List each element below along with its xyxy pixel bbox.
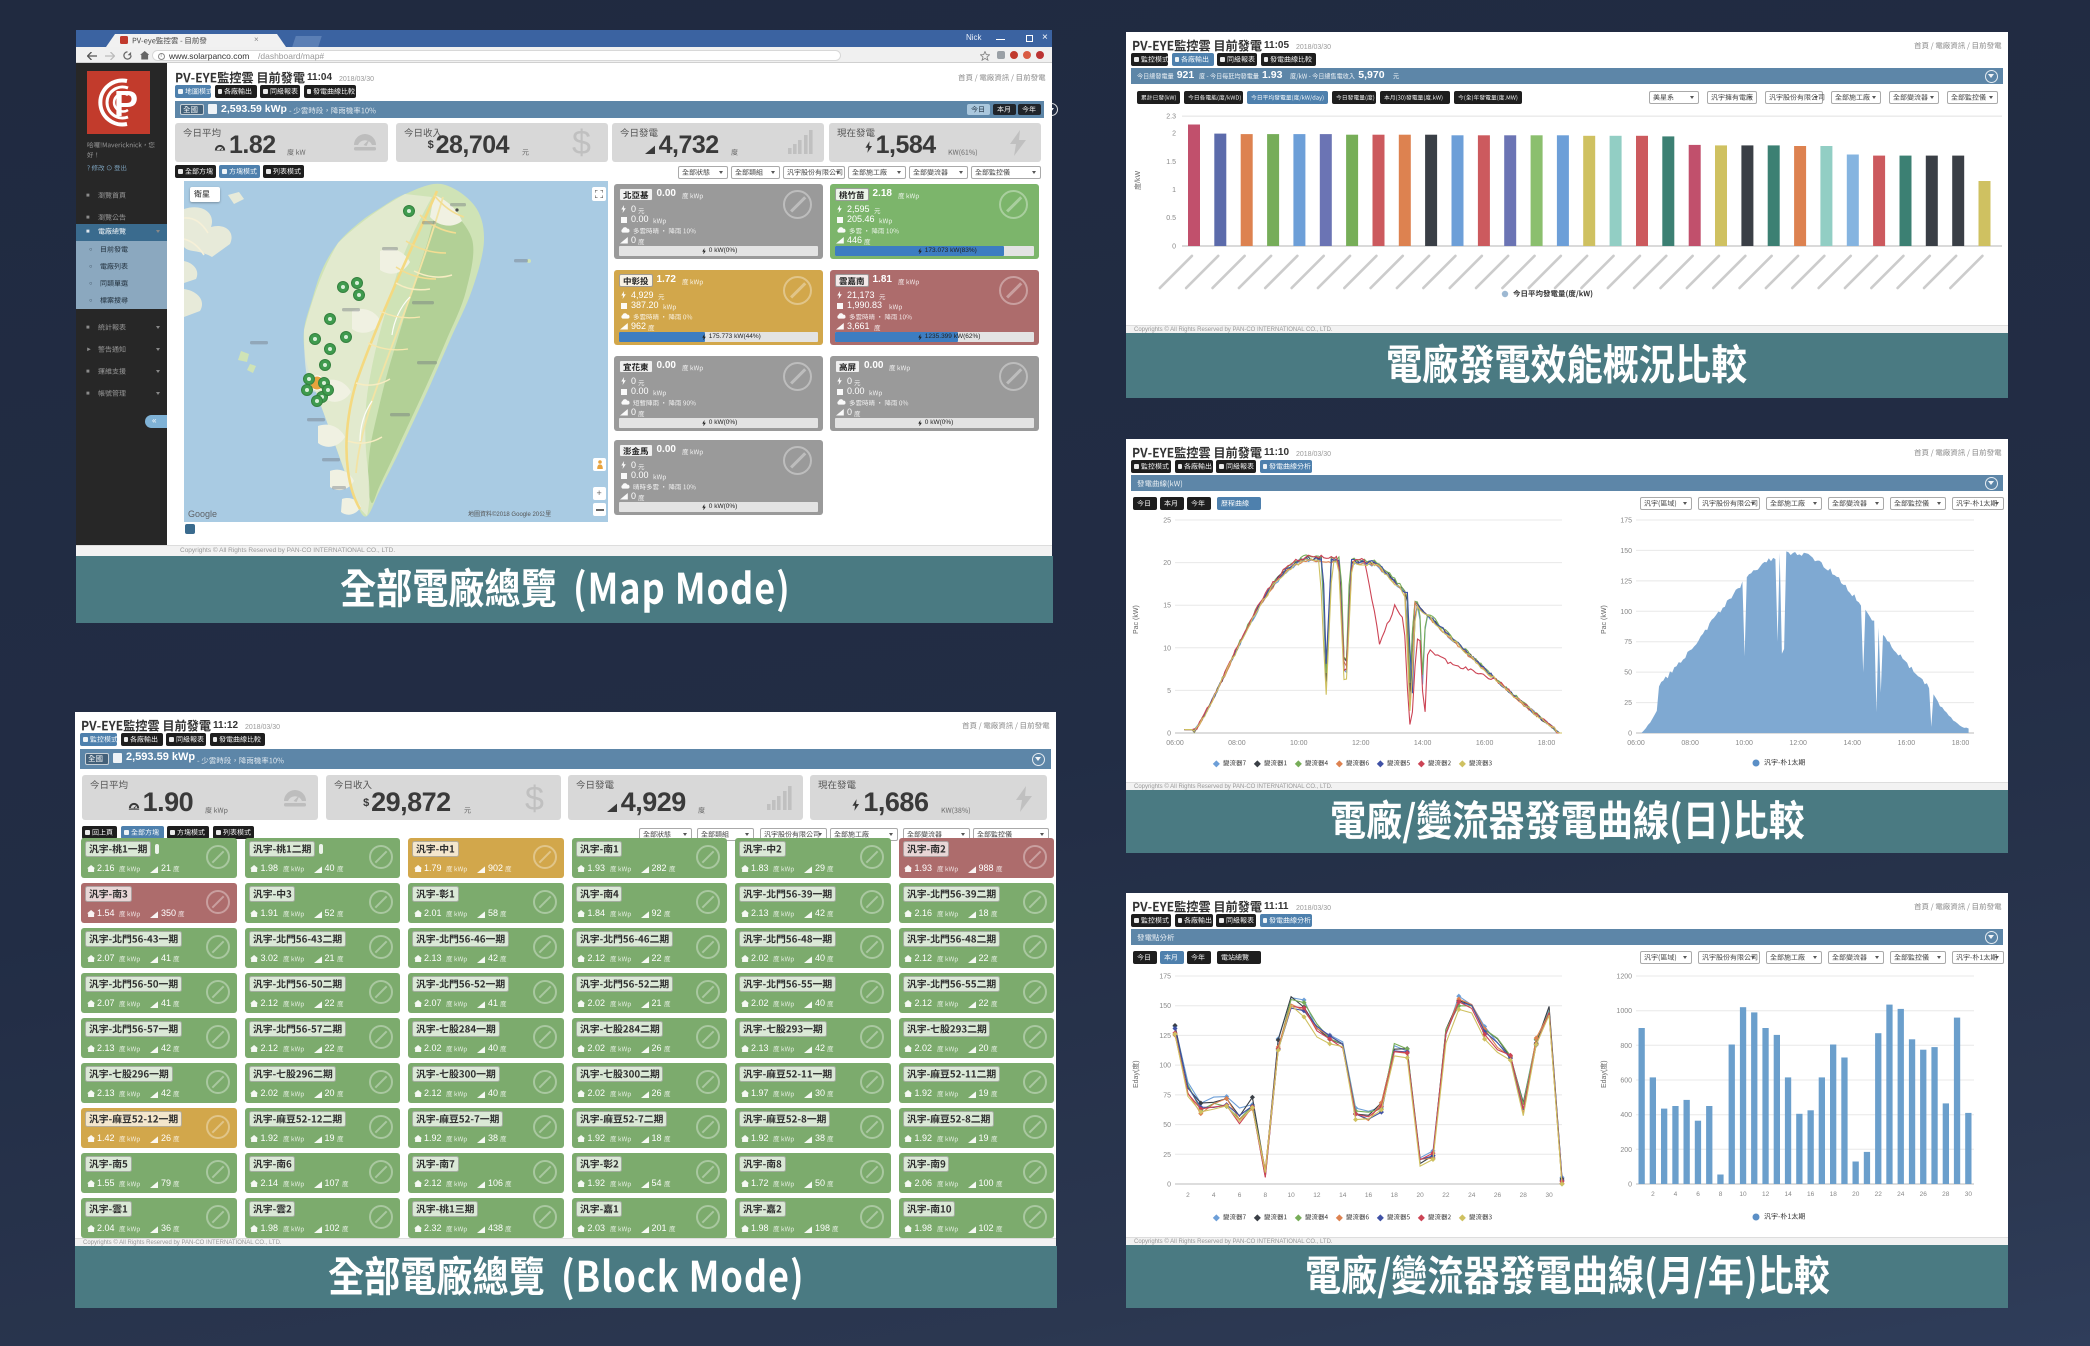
svg-text:24: 24 bbox=[1897, 1191, 1905, 1198]
svg-text:16: 16 bbox=[1365, 1192, 1373, 1199]
svg-text:1: 1 bbox=[1172, 187, 1176, 194]
svg-text:14:00: 14:00 bbox=[1414, 740, 1432, 747]
svg-text:10:00: 10:00 bbox=[1290, 740, 1308, 747]
svg-text:400: 400 bbox=[1620, 1112, 1632, 1119]
svg-text:24: 24 bbox=[1468, 1192, 1476, 1199]
svg-text:08:00: 08:00 bbox=[1228, 740, 1246, 747]
svg-text:8: 8 bbox=[1263, 1192, 1267, 1199]
svg-text:18: 18 bbox=[1830, 1191, 1838, 1198]
svg-text:4: 4 bbox=[1212, 1192, 1216, 1199]
svg-text:0: 0 bbox=[1167, 731, 1171, 738]
svg-text:6: 6 bbox=[1696, 1191, 1700, 1198]
svg-text:14: 14 bbox=[1339, 1192, 1347, 1199]
svg-text:75: 75 bbox=[1624, 639, 1632, 646]
svg-text:20: 20 bbox=[1416, 1192, 1424, 1199]
svg-text:600: 600 bbox=[1620, 1078, 1632, 1085]
svg-text:26: 26 bbox=[1494, 1192, 1502, 1199]
svg-text:18:00: 18:00 bbox=[1538, 740, 1556, 747]
svg-text:20: 20 bbox=[1852, 1191, 1860, 1198]
svg-text:150: 150 bbox=[1159, 1003, 1171, 1010]
svg-text:10:00: 10:00 bbox=[1735, 740, 1753, 747]
svg-text:175: 175 bbox=[1159, 974, 1171, 981]
svg-text:P: P bbox=[114, 83, 138, 124]
svg-text:12: 12 bbox=[1762, 1191, 1770, 1198]
svg-text:Pac (kW): Pac (kW) bbox=[1133, 605, 1140, 634]
svg-text:12: 12 bbox=[1313, 1192, 1321, 1199]
svg-text:12:00: 12:00 bbox=[1352, 740, 1370, 747]
svg-text:10: 10 bbox=[1287, 1192, 1295, 1199]
svg-text:5: 5 bbox=[1167, 688, 1171, 695]
svg-text:2: 2 bbox=[1651, 1191, 1655, 1198]
svg-text:Eday(度): Eday(度) bbox=[1131, 1060, 1140, 1088]
svg-text:18: 18 bbox=[1391, 1192, 1399, 1199]
svg-text:8: 8 bbox=[1719, 1191, 1723, 1198]
svg-text:08:00: 08:00 bbox=[1681, 740, 1699, 747]
svg-text:0: 0 bbox=[1628, 1182, 1632, 1189]
svg-text:Pac (kW): Pac (kW) bbox=[1601, 605, 1608, 634]
svg-text:06:00: 06:00 bbox=[1627, 740, 1645, 747]
svg-text:125: 125 bbox=[1620, 578, 1632, 585]
svg-text:4: 4 bbox=[1674, 1191, 1678, 1198]
svg-text:100: 100 bbox=[1620, 609, 1632, 616]
svg-text:度/kW: 度/kW bbox=[1133, 171, 1142, 190]
svg-text:2: 2 bbox=[1186, 1192, 1190, 1199]
svg-text:125: 125 bbox=[1159, 1033, 1171, 1040]
svg-text:0.5: 0.5 bbox=[1166, 215, 1176, 222]
svg-text:30: 30 bbox=[1545, 1192, 1553, 1199]
svg-text:2.3: 2.3 bbox=[1166, 114, 1176, 121]
svg-text:10: 10 bbox=[1739, 1191, 1747, 1198]
svg-text:25: 25 bbox=[1624, 700, 1632, 707]
svg-text:50: 50 bbox=[1624, 670, 1632, 677]
svg-text:50: 50 bbox=[1163, 1122, 1171, 1129]
svg-text:12:00: 12:00 bbox=[1789, 740, 1807, 747]
svg-text:22: 22 bbox=[1875, 1191, 1883, 1198]
svg-text:1200: 1200 bbox=[1616, 974, 1632, 981]
svg-text:22: 22 bbox=[1442, 1192, 1450, 1199]
svg-text:20: 20 bbox=[1163, 560, 1171, 567]
svg-text:06:00: 06:00 bbox=[1166, 740, 1184, 747]
svg-text:28: 28 bbox=[1520, 1192, 1528, 1199]
svg-text:0: 0 bbox=[1628, 731, 1632, 738]
svg-text:25: 25 bbox=[1163, 518, 1171, 525]
svg-text:Eday(度): Eday(度) bbox=[1599, 1060, 1608, 1088]
svg-text:16:00: 16:00 bbox=[1476, 740, 1494, 747]
svg-text:14: 14 bbox=[1784, 1191, 1792, 1198]
svg-text:10: 10 bbox=[1163, 645, 1171, 652]
svg-text:15: 15 bbox=[1163, 603, 1171, 610]
svg-text:28: 28 bbox=[1942, 1191, 1950, 1198]
svg-text:200: 200 bbox=[1620, 1147, 1632, 1154]
svg-text:6: 6 bbox=[1238, 1192, 1242, 1199]
svg-text:100: 100 bbox=[1159, 1063, 1171, 1070]
svg-text:0: 0 bbox=[1172, 244, 1176, 251]
svg-text:14:00: 14:00 bbox=[1844, 740, 1862, 747]
svg-text:26: 26 bbox=[1920, 1191, 1928, 1198]
svg-text:0: 0 bbox=[1167, 1182, 1171, 1189]
svg-text:175: 175 bbox=[1620, 518, 1632, 525]
svg-text:150: 150 bbox=[1620, 548, 1632, 555]
svg-text:25: 25 bbox=[1163, 1152, 1171, 1159]
svg-text:18:00: 18:00 bbox=[1952, 740, 1970, 747]
svg-text:2: 2 bbox=[1172, 131, 1176, 138]
svg-text:1000: 1000 bbox=[1616, 1008, 1632, 1015]
svg-text:16: 16 bbox=[1807, 1191, 1815, 1198]
svg-text:16:00: 16:00 bbox=[1898, 740, 1916, 747]
svg-text:1.5: 1.5 bbox=[1166, 159, 1176, 166]
svg-text:75: 75 bbox=[1163, 1092, 1171, 1099]
svg-text:800: 800 bbox=[1620, 1043, 1632, 1050]
svg-text:30: 30 bbox=[1965, 1191, 1973, 1198]
